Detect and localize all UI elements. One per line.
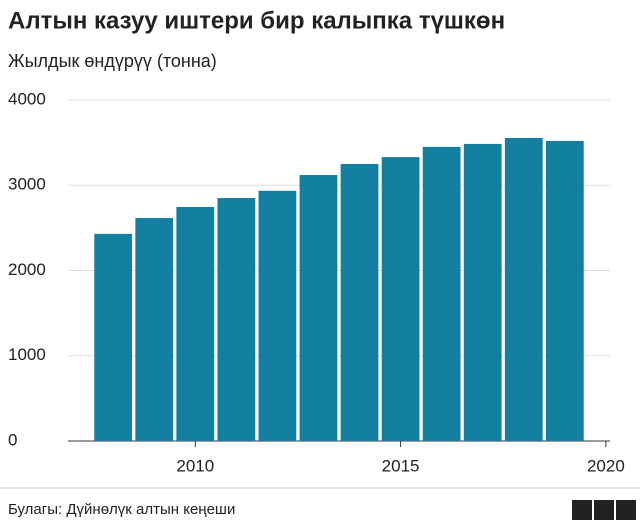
y-tick-label: 3000	[8, 175, 46, 194]
logo-box	[594, 500, 614, 520]
x-tick-label: 2020	[587, 456, 625, 475]
logo-letter: C	[621, 502, 632, 519]
bar	[463, 143, 502, 441]
bar	[299, 175, 338, 441]
bar	[217, 198, 256, 441]
bar	[94, 233, 133, 441]
source: Булагы: Дүйнөлүк алтын кеңеши	[8, 501, 235, 518]
logo-box	[616, 500, 636, 520]
bar	[340, 163, 379, 441]
bar	[135, 218, 174, 441]
chart-subtitle: Жылдык өндүрүү (тонна)	[8, 51, 217, 71]
bar	[504, 137, 543, 441]
y-tick-label: 2000	[8, 260, 46, 279]
y-tick-label: 0	[8, 430, 17, 449]
bar	[258, 190, 297, 441]
bar	[381, 157, 420, 441]
bar	[545, 140, 584, 442]
x-tick-label: 2015	[382, 456, 420, 475]
logo-box	[572, 500, 592, 520]
logo-letter: B	[599, 502, 610, 519]
bar	[422, 146, 461, 441]
bar	[176, 206, 215, 441]
x-tick-label: 2010	[176, 456, 214, 475]
chart-title: Алтын казуу иштери бир калыпка түшкөн	[8, 7, 505, 34]
logo-letter: B	[577, 502, 588, 519]
y-tick-label: 1000	[8, 345, 46, 364]
y-tick-label: 4000	[8, 89, 46, 108]
